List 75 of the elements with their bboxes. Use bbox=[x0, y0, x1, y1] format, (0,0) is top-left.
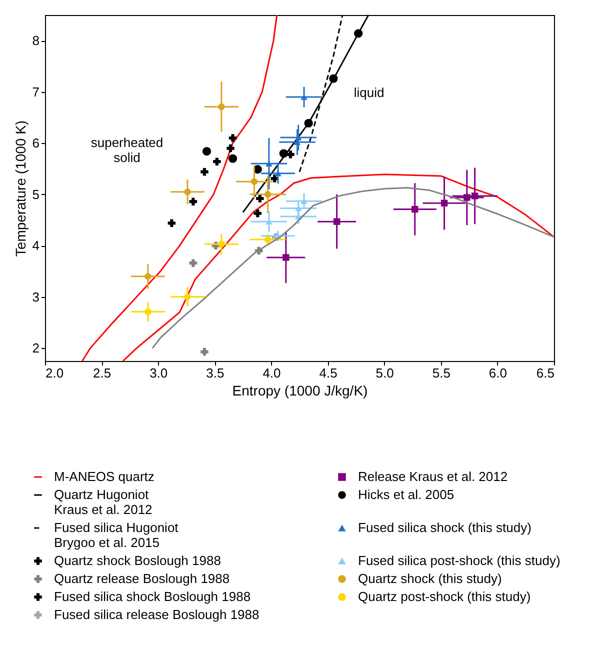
y-axis-title: Temperature (1000 K) bbox=[12, 120, 28, 257]
legend-label: Quartz shock Boslough 1988 bbox=[54, 553, 221, 568]
legend-label: Fused silica release Boslough 1988 bbox=[54, 607, 260, 622]
x-tick-label: 3.5 bbox=[206, 366, 224, 380]
line-series bbox=[82, 14, 278, 362]
point bbox=[228, 134, 237, 142]
point bbox=[228, 154, 238, 163]
point bbox=[333, 218, 340, 225]
x-tick-label: 3.0 bbox=[150, 366, 168, 380]
point bbox=[300, 94, 308, 100]
legend-label: Fused silica shock Boslough 1988 bbox=[54, 589, 251, 604]
y-tick-label: 8 bbox=[32, 33, 40, 48]
legend-label: Hicks et al. 2005 bbox=[358, 487, 454, 502]
point bbox=[464, 194, 470, 201]
point bbox=[286, 150, 294, 158]
y-tick-label: 3 bbox=[32, 289, 40, 304]
x-tick-label: 2.0 bbox=[46, 366, 64, 380]
point bbox=[213, 158, 221, 166]
x-tick-label: 6.0 bbox=[488, 366, 507, 380]
point bbox=[304, 118, 313, 128]
point bbox=[282, 254, 290, 261]
legend-label: Quartz shock (this study) bbox=[358, 571, 502, 586]
point bbox=[264, 236, 272, 243]
x-tick-label: 2.5 bbox=[93, 366, 112, 380]
x-tick-label: 5.5 bbox=[432, 366, 450, 380]
y-tick-label: 2 bbox=[32, 340, 40, 356]
point bbox=[144, 308, 152, 316]
point bbox=[354, 29, 363, 38]
legend-label: M-ANEOS quartz bbox=[54, 469, 154, 484]
point bbox=[168, 219, 176, 227]
point bbox=[200, 168, 208, 176]
legend-label: Release Kraus et al. 2012 bbox=[358, 469, 508, 484]
point bbox=[264, 191, 272, 198]
point bbox=[218, 240, 225, 248]
annotation: liquid bbox=[354, 85, 384, 100]
point bbox=[189, 198, 198, 206]
annotation: superheated solid bbox=[90, 135, 164, 165]
x-tick-label: 4.0 bbox=[262, 366, 281, 380]
point bbox=[329, 74, 338, 83]
point bbox=[266, 160, 272, 167]
legend-label: Fused silica shock (this study) bbox=[358, 520, 532, 535]
x-tick-label: 6.5 bbox=[536, 366, 554, 380]
point bbox=[184, 294, 191, 300]
point bbox=[266, 218, 272, 224]
x-tick-label: 5.0 bbox=[376, 366, 394, 380]
y-tick-label: 4 bbox=[32, 238, 40, 254]
legend-label: Quartz post-shock (this study) bbox=[358, 589, 531, 604]
y-tick-label: 6 bbox=[32, 136, 40, 151]
point bbox=[295, 205, 302, 212]
legend-label: Quartz Hugoniot Kraus et al. 2012 bbox=[54, 487, 152, 517]
x-tick-label: 4.5 bbox=[319, 366, 338, 380]
point bbox=[295, 134, 302, 140]
line-series bbox=[122, 174, 555, 362]
point bbox=[184, 188, 191, 196]
point bbox=[200, 348, 208, 356]
point bbox=[189, 259, 198, 267]
point bbox=[412, 206, 418, 213]
line-series bbox=[152, 186, 555, 349]
legend-label: Quartz release Boslough 1988 bbox=[54, 571, 230, 586]
point bbox=[256, 194, 264, 202]
point bbox=[300, 198, 308, 204]
legend-label: Fused silica post-shock (this study) bbox=[358, 553, 560, 568]
y-tick-label: 5 bbox=[32, 186, 40, 202]
y-tick-label: 7 bbox=[32, 84, 40, 100]
x-axis-title: Entropy (1000 J/kg/K) bbox=[232, 382, 368, 398]
point bbox=[218, 103, 225, 110]
point bbox=[226, 144, 234, 152]
point bbox=[250, 178, 258, 185]
point bbox=[254, 210, 262, 218]
point bbox=[440, 200, 448, 206]
point bbox=[279, 149, 288, 158]
point bbox=[471, 192, 478, 200]
point bbox=[202, 147, 212, 156]
legend-label: Fused silica Hugoniot Brygoo et al. 2015 bbox=[54, 520, 179, 550]
point bbox=[144, 273, 152, 280]
